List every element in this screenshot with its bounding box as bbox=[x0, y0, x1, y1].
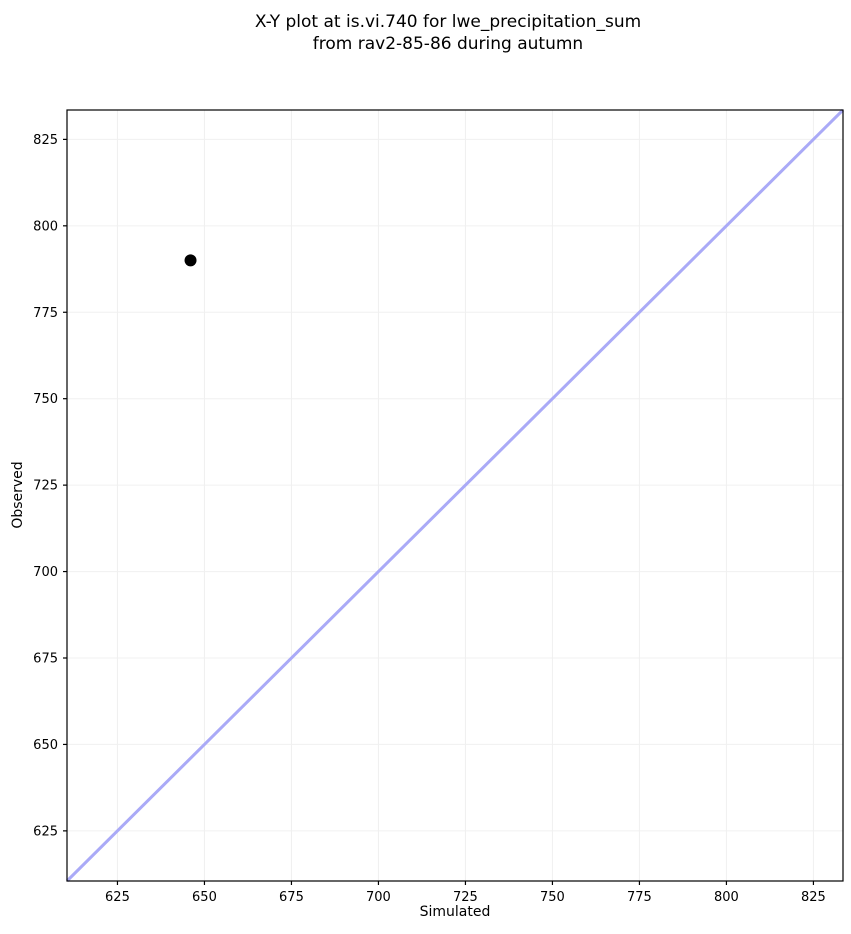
chart-title-line2: from rav2-85-86 during autumn bbox=[312, 34, 584, 54]
y-tick-label: 825 bbox=[33, 133, 58, 148]
observed-vs-simulated-point-marker bbox=[184, 254, 197, 267]
x-tick-label: 650 bbox=[192, 890, 217, 905]
y-axis-label: Observed bbox=[10, 461, 26, 529]
x-tick-label: 750 bbox=[540, 890, 565, 905]
x-tick-label: 625 bbox=[105, 890, 130, 905]
x-tick-label: 775 bbox=[627, 890, 652, 905]
x-tick-label: 825 bbox=[801, 890, 826, 905]
y-tick-label: 750 bbox=[33, 392, 58, 407]
y-tick-label: 675 bbox=[33, 651, 58, 666]
chart-title: X-Y plot at is.vi.740 for lwe_precipitat… bbox=[60, 11, 836, 55]
x-tick-label: 725 bbox=[453, 890, 478, 905]
y-tick-label: 700 bbox=[33, 565, 58, 580]
y-tick-label: 650 bbox=[33, 738, 58, 753]
x-tick-label: 800 bbox=[714, 890, 739, 905]
identity-line bbox=[65, 108, 845, 883]
x-tick-label: 700 bbox=[366, 890, 391, 905]
y-tick-label: 775 bbox=[33, 306, 58, 321]
x-axis-label: Simulated bbox=[419, 904, 491, 920]
y-tick-label: 800 bbox=[33, 219, 58, 234]
chart-title-line1: X-Y plot at is.vi.740 for lwe_precipitat… bbox=[254, 12, 642, 32]
y-tick-label: 625 bbox=[33, 824, 58, 839]
y-tick-label: 725 bbox=[33, 479, 58, 494]
plot-border bbox=[66, 109, 844, 882]
x-tick-label: 675 bbox=[279, 890, 304, 905]
